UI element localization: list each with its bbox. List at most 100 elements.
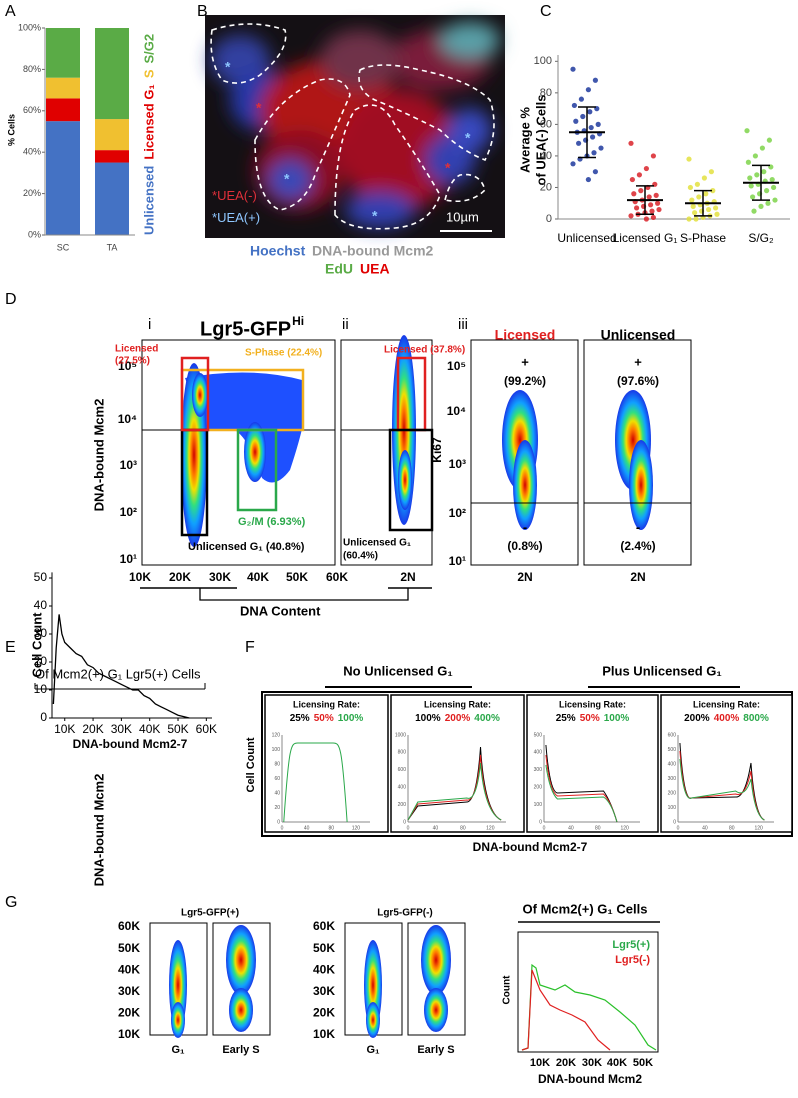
gate-label: + (634, 354, 642, 369)
histogram-line (521, 963, 657, 1051)
x-tick-label: 2N (630, 570, 645, 584)
x-tick-label: G₁ (366, 1044, 380, 1056)
y-tick-label: 600 (668, 732, 677, 738)
y-tick-label: 10⁴ (118, 412, 137, 426)
data-point (703, 191, 709, 197)
bar-segment (46, 28, 80, 78)
rate-list: 25% 50% 100% (556, 713, 630, 724)
gate-label: Licensed (115, 344, 158, 355)
gate (236, 428, 278, 512)
data-point (628, 213, 634, 219)
y-tick-label: 0 (673, 819, 676, 825)
x-tick-label: 40K (607, 1057, 627, 1069)
data-point (643, 165, 650, 172)
x-tick-label: 40K (247, 570, 269, 584)
data-point (592, 169, 599, 175)
y-tick-label: 60 (274, 776, 280, 782)
model-curve (545, 764, 618, 823)
subplot-title: Lgr5-GFP(+) (181, 908, 239, 919)
data-point (585, 176, 592, 183)
x-axis-label: DNA Content (240, 603, 321, 618)
y-tick-label: 30 (34, 626, 48, 640)
data-point (585, 87, 592, 93)
legend-entry: *UEA(-) (212, 188, 257, 203)
data-point (710, 188, 716, 194)
y-tick-label: 400 (398, 785, 407, 791)
model-curve (283, 742, 348, 823)
y-tick-label: 10¹ (120, 552, 137, 566)
stain-label: Hoechst (250, 243, 306, 259)
x-tick-label: 2N (517, 570, 532, 584)
x-tick-label: 0 (543, 825, 546, 831)
x-tick-label: 20K (169, 570, 191, 584)
data-point (570, 66, 576, 72)
y-tick-label: 600 (398, 767, 407, 773)
y-tick-label: 40 (540, 150, 552, 162)
data-point (686, 216, 692, 222)
legend-label: UEA(-) (217, 188, 257, 203)
subplot-frame (526, 694, 659, 833)
asterisk: * (372, 208, 378, 224)
data-point (592, 77, 599, 83)
asterisk: * (465, 130, 471, 146)
gate-label: Unlicensed G₁ (40.8%) (188, 541, 305, 553)
x-tick-label: 50K (167, 722, 188, 736)
y-axis-label: Count (502, 975, 513, 1005)
data-point (598, 145, 604, 151)
x-tick-label: SC (57, 242, 70, 252)
x-tick-label: 2N (400, 570, 415, 584)
asterisk: * (212, 210, 217, 225)
subpanel-label: ii (342, 316, 349, 333)
data-point (748, 183, 754, 189)
subplot-frame (390, 694, 525, 833)
rate-list: 25% 50% 100% (290, 713, 364, 724)
rate: 400% (714, 713, 740, 724)
data-point (573, 118, 579, 124)
data-point (694, 181, 701, 187)
y-tick-label: 10² (449, 506, 466, 520)
y-tick-label: 0% (28, 229, 41, 239)
y-tick-label: 400 (668, 761, 677, 767)
y-tick-label: 40K (313, 962, 335, 976)
rate: 200% (445, 713, 471, 724)
data-point (588, 124, 594, 131)
x-tick-label: 10K (54, 722, 75, 736)
rate: 50% (314, 713, 334, 724)
data-point (570, 161, 576, 167)
gate-label: - (636, 519, 640, 534)
y-tick-label: 500 (668, 747, 677, 753)
x-tick-label: 40 (304, 825, 310, 831)
subpanel-label: i (148, 316, 151, 333)
y-tick-label: 50K (118, 941, 140, 955)
data-point (638, 188, 644, 194)
y-tick-label: 300 (534, 767, 543, 773)
chart-title: Of Mcm2(+) G₁ Lgr5(+) Cells (35, 666, 201, 681)
x-tick-label: 20K (82, 722, 103, 736)
y-tick-label: 10⁵ (118, 359, 137, 373)
bar-segment (46, 121, 80, 235)
density-blob (513, 440, 537, 530)
density-blob (398, 450, 412, 510)
asterisk: * (256, 100, 262, 116)
gate-label: (97.6%) (617, 374, 659, 388)
subplot-title: Lgr5-GFP(-) (377, 908, 433, 919)
x-tick-label: Unlicensed (557, 231, 616, 245)
gate-label: (27.5%) (115, 356, 150, 367)
x-tick-label: 0 (281, 825, 284, 831)
panel-letter: A (5, 3, 16, 20)
data-point (706, 206, 712, 213)
data-point (693, 216, 699, 222)
y-tick-label: 500 (534, 732, 543, 738)
data-point (744, 128, 750, 134)
gate-label: (99.2%) (504, 374, 546, 388)
x-tick-label: 0 (407, 825, 410, 831)
y-tick-label: 10 (34, 682, 48, 696)
data-point (771, 184, 777, 191)
panel-letter: G (5, 894, 17, 911)
group-title: Plus Unlicensed G₁ (602, 663, 722, 678)
x-tick-label: 10K (129, 570, 151, 584)
y-tick-label: 60 (540, 118, 552, 130)
y-tick-label: 10³ (449, 457, 466, 471)
y-tick-label: 30K (313, 984, 335, 998)
y-axis-label: DNA-bound Mcm2 (91, 774, 106, 887)
